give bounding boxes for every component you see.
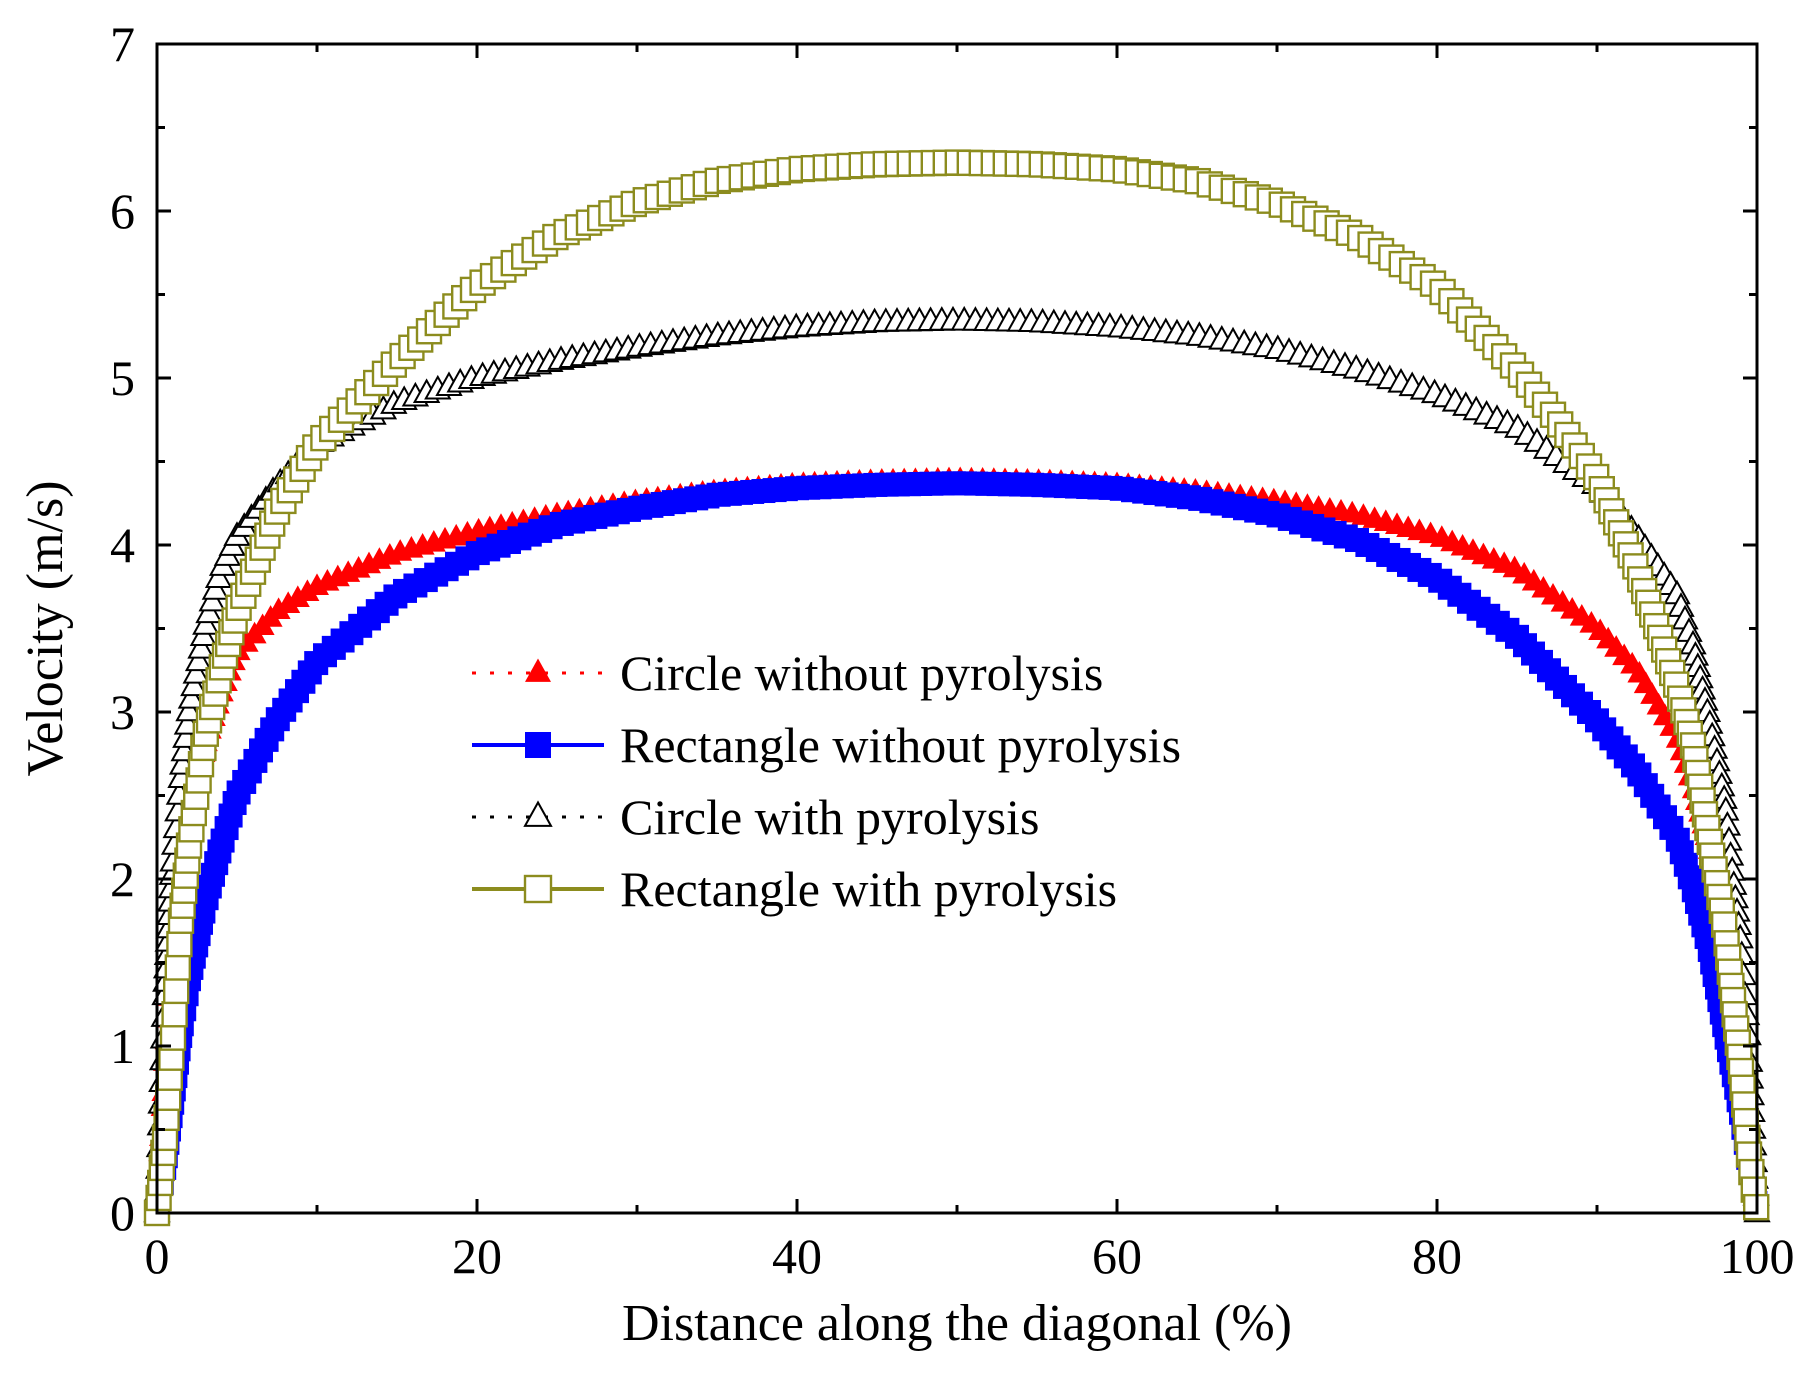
legend-marker	[525, 658, 551, 682]
data-point	[204, 563, 233, 589]
x-tick-label: 40	[772, 1228, 822, 1284]
x-tick-label: 100	[1720, 1228, 1795, 1284]
x-axis-title: Distance along the diagonal (%)	[622, 1295, 1292, 1352]
legend-item: Circle without pyrolysis	[472, 645, 1103, 701]
y-tick-label: 7	[110, 16, 135, 72]
legend-label: Circle without pyrolysis	[620, 645, 1103, 701]
y-tick-label: 3	[110, 684, 135, 740]
x-tick-label: 0	[145, 1228, 170, 1284]
data-point	[164, 954, 192, 981]
data-point	[276, 591, 301, 613]
data-point	[166, 930, 193, 958]
data-point	[175, 696, 203, 722]
axis-ticks: 0 20 40 60 80 100 0 1 2 3 4 5 6 7	[110, 16, 1795, 1284]
y-tick-label: 0	[110, 1185, 135, 1241]
y-tick-label: 6	[110, 183, 135, 239]
legend-item: Rectangle without pyrolysis	[472, 717, 1181, 773]
x-tick-label: 60	[1092, 1228, 1142, 1284]
data-point	[266, 597, 291, 620]
x-tick-label: 80	[1412, 1228, 1462, 1284]
series-rectangle-without-pyrolysis	[145, 471, 1768, 1225]
y-tick-label: 4	[110, 517, 135, 573]
x-tick-label: 20	[452, 1228, 502, 1284]
legend-item: Rectangle with pyrolysis	[472, 861, 1117, 917]
data-point	[177, 684, 206, 709]
legend-marker	[525, 732, 551, 758]
data-point	[184, 646, 213, 672]
data-point	[295, 579, 320, 601]
data-point	[187, 633, 215, 659]
legend-label: Rectangle without pyrolysis	[620, 717, 1181, 773]
data-point	[285, 585, 310, 607]
plot-layer	[143, 149, 1771, 1227]
series-rectangle-with-pyrolysis	[143, 149, 1770, 1227]
data-point	[180, 671, 208, 697]
y-tick-label: 1	[110, 1018, 135, 1074]
legend-label: Circle with pyrolysis	[620, 789, 1039, 845]
data-point	[182, 658, 210, 684]
legend-marker	[523, 800, 553, 827]
legend-marker	[523, 874, 553, 904]
y-tick-label: 5	[110, 350, 135, 406]
data-point	[162, 977, 190, 1005]
legend-label: Rectangle with pyrolysis	[620, 861, 1117, 917]
legend-item: Circle with pyrolysis	[472, 789, 1039, 845]
y-tick-label: 2	[110, 851, 135, 907]
data-point	[161, 1001, 188, 1028]
legend: Circle without pyrolysis Rectangle withou…	[472, 645, 1181, 917]
y-axis-title: Velocity (m/s)	[17, 480, 74, 776]
